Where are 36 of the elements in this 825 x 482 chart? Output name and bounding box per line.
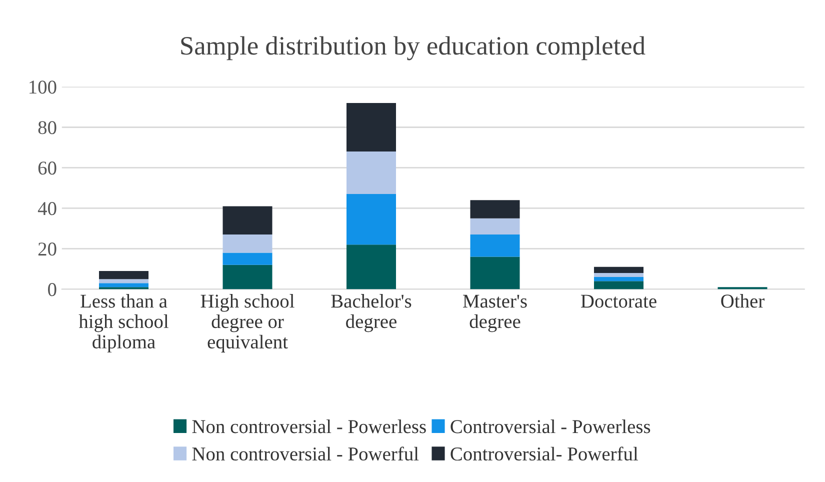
bar [470, 234, 520, 257]
bar [346, 244, 396, 290]
bar [594, 277, 644, 282]
bar [222, 206, 272, 235]
chart-title: Sample distribution by education completed [181, 36, 646, 60]
bar [594, 273, 644, 278]
y-tick-label: 40 [38, 202, 56, 216]
x-tick-label: High school degree or equivalent [200, 294, 294, 352]
bar [99, 270, 148, 280]
bar [470, 218, 520, 235]
bar [470, 256, 520, 290]
bar [222, 252, 272, 265]
bar [470, 200, 520, 218]
bar [99, 279, 148, 284]
y-tick-label: 80 [38, 121, 56, 134]
bar [99, 283, 148, 288]
y-tick-label: 100 [30, 80, 56, 94]
legend-label: Non controversial - Powerful [192, 446, 419, 461]
legend-label: Controversial - Powerless [450, 420, 650, 434]
x-tick-label: Doctorate [580, 294, 656, 308]
y-tick-label: 20 [38, 242, 56, 256]
x-tick-label: Bachelor's degree [331, 294, 412, 332]
bar [594, 281, 644, 290]
bar [594, 266, 644, 274]
x-tick-label: Other [721, 294, 764, 308]
bar [346, 102, 396, 152]
bar [222, 264, 272, 290]
y-tick-label: 60 [38, 162, 56, 175]
x-tick-label: Less than a high school diploma [78, 294, 168, 352]
y-tick-label: 0 [48, 283, 56, 296]
bar [346, 152, 396, 194]
x-tick-label: Master's degree [463, 294, 527, 332]
bar [222, 234, 272, 253]
legend-label: Non controversial - Powerless [192, 420, 426, 434]
legend-label: Controversial- Powerful [450, 446, 638, 461]
bar [346, 194, 396, 245]
